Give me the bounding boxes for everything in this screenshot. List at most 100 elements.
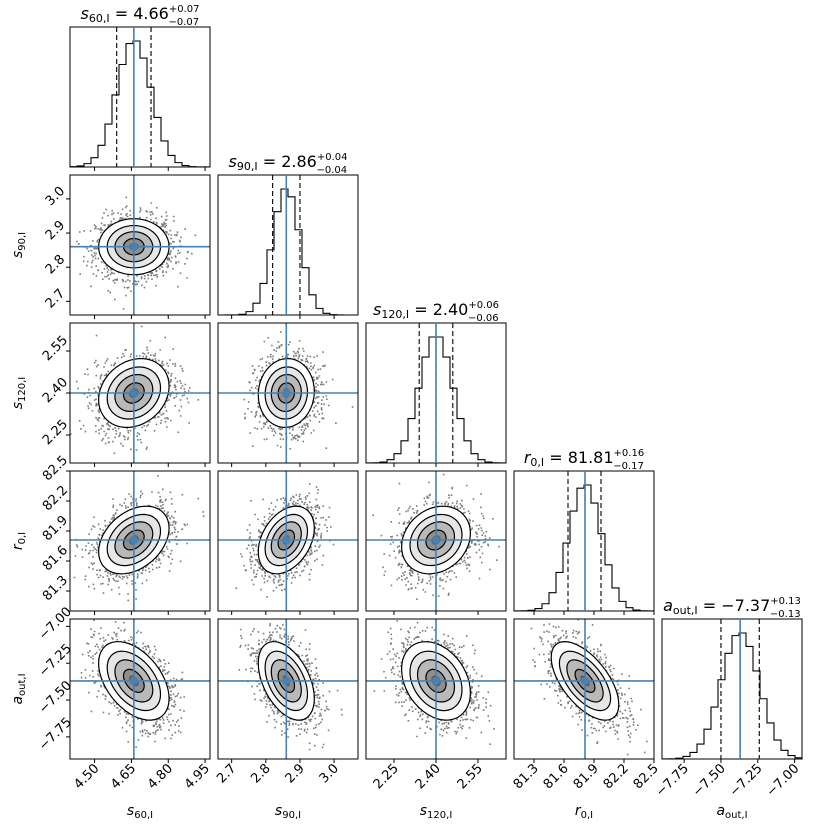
y-tick-label: −7.50	[36, 678, 75, 717]
y-tick-label: 2.25	[40, 417, 71, 448]
y-tick-label: −7.25	[36, 641, 75, 680]
y-tick-label: 2.8	[43, 252, 68, 277]
scatter-s60-s90	[69, 174, 211, 316]
truth-marker	[130, 389, 138, 397]
axis-subscript: 120,I	[17, 377, 28, 402]
histogram-steps	[661, 632, 803, 760]
axis-subscript: 0,I	[17, 532, 28, 545]
panel-frame	[217, 618, 359, 760]
title-value: −7.37	[721, 596, 770, 615]
truth-marker	[581, 677, 589, 685]
x-tick-label: −7.75	[653, 761, 692, 800]
panel-frame	[217, 322, 359, 464]
y-tick-label: 82.2	[40, 483, 71, 514]
title-symbol: s	[81, 4, 89, 23]
y-tick-label: 2.7	[43, 286, 68, 311]
panel-title-r0: r0,I = 81.81+0.16 −0.17	[524, 448, 644, 472]
panel-title-s60: s60,I = 4.66+0.07 −0.07	[81, 4, 200, 28]
axis-label-s60: s60,I	[127, 803, 153, 821]
x-tick-label: 2.8	[248, 761, 273, 786]
histogram-s120	[365, 322, 507, 464]
axis-symbol: a	[716, 803, 725, 819]
scatter-s120-aout	[365, 618, 507, 760]
scatter-s120-r0	[365, 470, 507, 612]
x-tick-label: −7.25	[727, 761, 766, 800]
title-plus: +0.04	[317, 152, 348, 163]
scatter-s90-r0	[217, 470, 359, 612]
title-symbol: r	[524, 448, 532, 467]
axis-symbol: s	[10, 402, 26, 409]
x-tick-label: 3.0	[317, 761, 342, 786]
y-tick-label: −7.00	[36, 605, 75, 644]
axis-subscript: 90,I	[282, 810, 301, 821]
title-value: 81.81	[568, 448, 614, 467]
axis-label-s90: s90,I	[10, 232, 28, 258]
histogram-s90	[217, 174, 359, 316]
title-equals: =	[544, 448, 568, 467]
panel-title-s90: s90,I = 2.86+0.04 −0.04	[229, 152, 348, 176]
panel-contents	[70, 323, 210, 463]
title-minus: −0.06	[468, 313, 499, 324]
axis-label-aout: aout,I	[10, 673, 28, 704]
title-minus: −0.07	[168, 17, 199, 28]
x-tick-label: 2.25	[371, 761, 402, 792]
scatter-s60-aout	[69, 618, 211, 760]
title-subscript: 0,I	[530, 456, 544, 469]
panel-frame	[217, 470, 359, 612]
histogram-aout	[661, 618, 803, 760]
axis-subscript: 0,I	[581, 810, 594, 821]
truth-marker	[282, 677, 290, 685]
axis-label-r0: r0,I	[10, 532, 28, 550]
truth-marker	[130, 536, 138, 544]
scatter-s90-aout	[217, 618, 359, 760]
title-value: 4.66	[133, 4, 169, 23]
scatter-s90-s120	[217, 322, 359, 464]
panel-contents	[70, 471, 210, 611]
axis-subscript: out,I	[725, 810, 748, 821]
title-plus: +0.07	[169, 4, 200, 15]
title-equals: =	[698, 596, 722, 615]
title-plus: +0.16	[614, 448, 645, 459]
axis-symbol: r	[575, 803, 582, 819]
x-tick-label: 2.55	[455, 761, 486, 792]
title-minus: −0.04	[316, 165, 347, 176]
x-tick-label: −7.50	[690, 761, 729, 800]
histogram-s60	[69, 26, 211, 168]
panel-frame	[69, 470, 211, 612]
y-tick-label: 2.55	[40, 333, 71, 364]
histogram-r0	[513, 470, 655, 612]
truth-marker	[282, 536, 290, 544]
panel-title-s120: s120,I = 2.40+0.06 −0.06	[373, 300, 499, 324]
axis-subscript: 120,I	[427, 810, 452, 821]
title-subscript: out,I	[673, 604, 698, 617]
x-tick-label: 4.95	[182, 761, 213, 792]
title-minus: −0.13	[770, 609, 801, 620]
y-tick-label: 81.6	[40, 543, 71, 574]
title-equals: =	[110, 4, 134, 23]
panel-title-aout: aout,I = −7.37+0.13 −0.13	[663, 596, 801, 620]
axis-subscript: out,I	[17, 673, 28, 696]
axis-symbol: s	[127, 803, 134, 819]
axis-symbol: a	[10, 696, 26, 705]
x-tick-label: 4.50	[71, 761, 102, 792]
histogram-frame	[69, 26, 211, 168]
title-plus: +0.06	[468, 300, 499, 311]
panel-frame	[69, 618, 211, 760]
axis-label-s120: s120,I	[10, 377, 28, 410]
y-tick-label: 81.9	[40, 513, 71, 544]
title-equals: =	[409, 300, 433, 319]
axis-symbol: s	[420, 803, 427, 819]
axis-label-r0: r0,I	[575, 803, 593, 821]
histogram-steps	[217, 188, 358, 316]
x-tick-label: 2.9	[283, 761, 308, 786]
panel-contents	[70, 619, 210, 759]
histogram-frame	[217, 174, 359, 316]
title-symbol: a	[663, 596, 673, 615]
title-value: 2.86	[281, 152, 317, 171]
scatter-r0-aout	[513, 618, 655, 760]
axis-label-s120: s120,I	[420, 803, 453, 821]
x-tick-label: 4.80	[145, 761, 176, 792]
x-tick-label: −7.00	[764, 761, 803, 800]
panel-contents	[70, 175, 210, 315]
